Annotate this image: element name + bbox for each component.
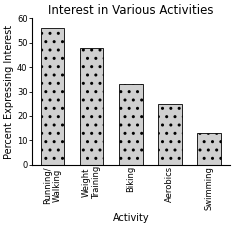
Y-axis label: Percent Expressing Interest: Percent Expressing Interest [4,25,14,159]
Title: Interest in Various Activities: Interest in Various Activities [48,4,214,17]
Bar [41,28,64,165]
X-axis label: Activity: Activity [113,213,149,223]
Bar [80,48,103,165]
Bar [119,84,143,165]
Bar [197,133,221,165]
Bar [158,104,182,165]
